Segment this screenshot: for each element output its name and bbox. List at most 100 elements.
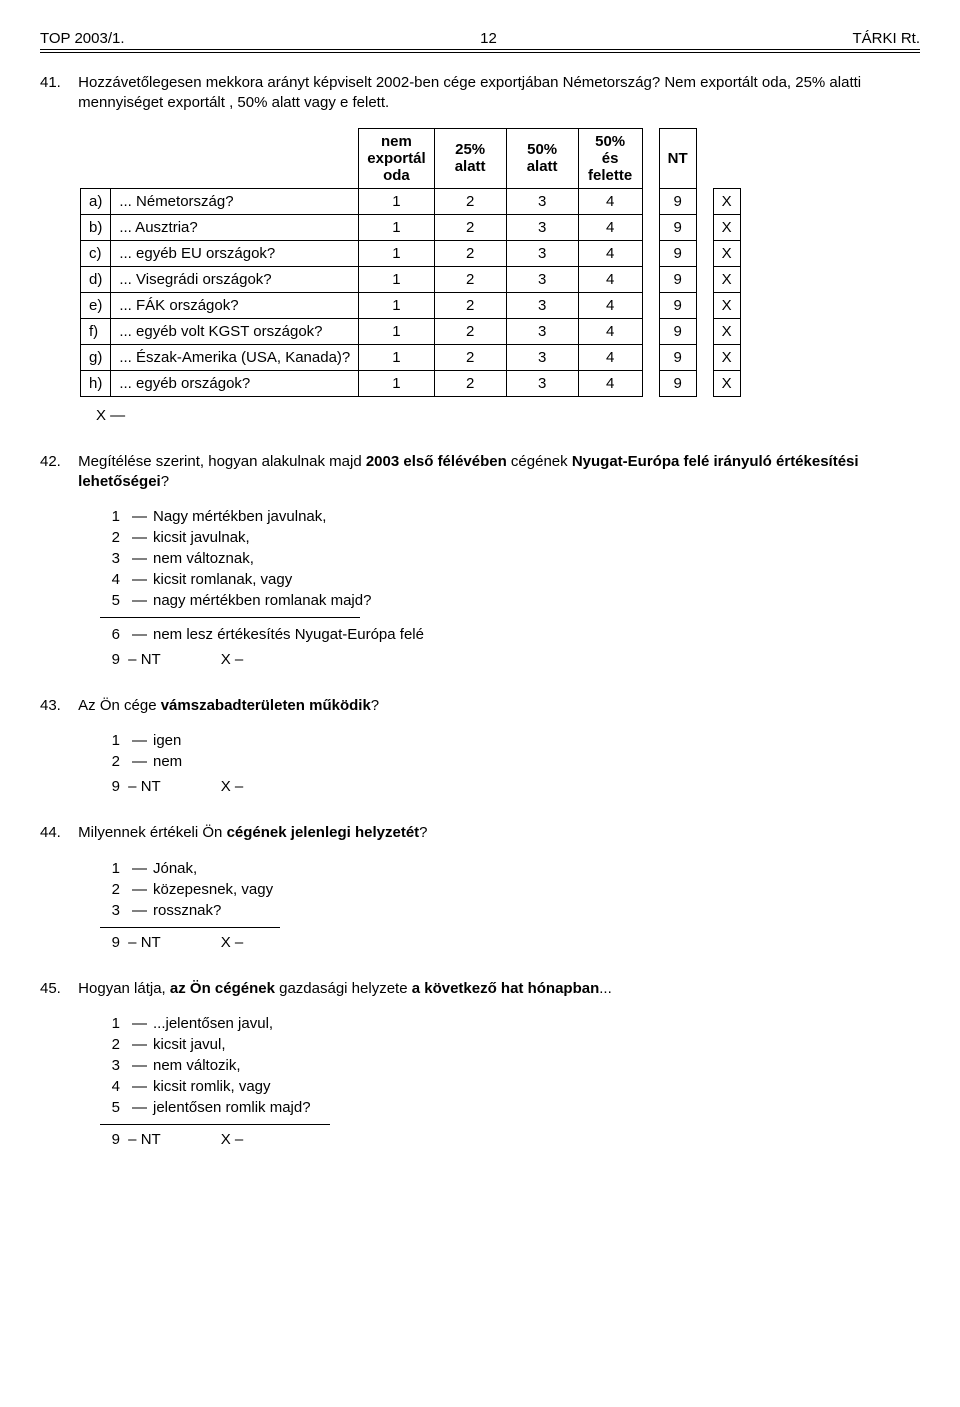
cell[interactable]: 4 xyxy=(578,370,642,396)
cell[interactable]: 3 xyxy=(506,318,578,344)
cell[interactable]: 1 xyxy=(359,214,434,240)
option-row[interactable]: 3—nem változik, xyxy=(100,1055,920,1076)
q45-text: Hogyan látja, az Ön cégének gazdasági he… xyxy=(78,979,918,999)
q44-text: Milyennek értékeli Ön cégének jelenlegi … xyxy=(78,823,918,843)
cell[interactable]: 4 xyxy=(578,266,642,292)
table-row: e)... FÁK országok?12349X xyxy=(81,292,741,318)
cell[interactable]: X xyxy=(713,292,740,318)
option-row[interactable]: 1—Nagy mértékben javulnak, xyxy=(100,506,920,527)
question-43: 43. Az Ön cége vámszabadterületen működi… xyxy=(40,696,920,795)
q45-options: 1—...jelentősen javul,2—kicsit javul,3—n… xyxy=(100,1013,920,1118)
cell[interactable]: 2 xyxy=(434,214,506,240)
option-row[interactable]: 2—kicsit javulnak, xyxy=(100,527,920,548)
row-label: ... Észak-Amerika (USA, Kanada)? xyxy=(111,344,359,370)
cell[interactable]: 1 xyxy=(359,370,434,396)
cell[interactable]: 3 xyxy=(506,188,578,214)
cell[interactable]: X xyxy=(713,266,740,292)
table-row: b)... Ausztria?12349X xyxy=(81,214,741,240)
row-key: d) xyxy=(81,266,111,292)
option-row[interactable]: 3—nem változnak, xyxy=(100,548,920,569)
cell[interactable]: 1 xyxy=(359,292,434,318)
cell[interactable]: 1 xyxy=(359,318,434,344)
cell[interactable]: 3 xyxy=(506,370,578,396)
cell[interactable]: 2 xyxy=(434,188,506,214)
cell[interactable]: 3 xyxy=(506,214,578,240)
divider xyxy=(100,927,280,928)
cell[interactable]: 2 xyxy=(434,344,506,370)
option-text: nem lesz értékesítés Nyugat-Európa felé xyxy=(153,626,424,643)
cell[interactable]: 2 xyxy=(434,240,506,266)
option-row[interactable]: 1—Jónak, xyxy=(100,858,920,879)
header-left: TOP 2003/1. xyxy=(40,30,125,47)
page-header: TOP 2003/1. 12 TÁRKI Rt. xyxy=(40,30,920,53)
row-key: f) xyxy=(81,318,111,344)
cell[interactable]: 9 xyxy=(659,266,696,292)
row-key: a) xyxy=(81,188,111,214)
question-45: 45. Hogyan látja, az Ön cégének gazdaság… xyxy=(40,979,920,1148)
cell[interactable]: 9 xyxy=(659,370,696,396)
cell[interactable]: 3 xyxy=(506,266,578,292)
cell[interactable]: 1 xyxy=(359,266,434,292)
cell[interactable]: 3 xyxy=(506,292,578,318)
option-text: nem xyxy=(153,753,182,770)
cell[interactable]: X xyxy=(713,344,740,370)
option-row[interactable]: 5—nagy mértékben romlanak majd? xyxy=(100,590,920,611)
q44-options: 1—Jónak,2—közepesnek, vagy3—rossznak? xyxy=(100,858,920,921)
table-row: a)... Németország?12349X xyxy=(81,188,741,214)
row-label: ... egyéb volt KGST országok? xyxy=(111,318,359,344)
option-text: ...jelentősen javul, xyxy=(153,1015,273,1032)
cell[interactable]: X xyxy=(713,214,740,240)
option-text: közepesnek, vagy xyxy=(153,881,273,898)
cell[interactable]: 9 xyxy=(659,188,696,214)
cell[interactable]: 4 xyxy=(578,188,642,214)
option-row[interactable]: 2—nem xyxy=(100,751,920,772)
q41-col-2: 50% alatt xyxy=(506,128,578,188)
option-number: 2 xyxy=(100,881,120,898)
cell[interactable]: X xyxy=(713,318,740,344)
option-number: 2 xyxy=(100,753,120,770)
question-42: 42. Megítélése szerint, hogyan alakulnak… xyxy=(40,452,920,669)
option-text: rossznak? xyxy=(153,902,221,919)
cell[interactable]: 4 xyxy=(578,318,642,344)
option-row[interactable]: 5—jelentősen romlik majd? xyxy=(100,1097,920,1118)
cell[interactable]: 4 xyxy=(578,292,642,318)
option-row[interactable]: 4—kicsit romlik, vagy xyxy=(100,1076,920,1097)
cell[interactable]: 2 xyxy=(434,292,506,318)
cell[interactable]: 9 xyxy=(659,292,696,318)
cell[interactable]: X xyxy=(713,370,740,396)
option-row[interactable]: 6—nem lesz értékesítés Nyugat-Európa fel… xyxy=(100,624,920,645)
cell[interactable]: 2 xyxy=(434,370,506,396)
cell[interactable]: 4 xyxy=(578,214,642,240)
table-row: g)... Észak-Amerika (USA, Kanada)?12349X xyxy=(81,344,741,370)
option-text: kicsit javul, xyxy=(153,1036,226,1053)
cell[interactable]: X xyxy=(713,240,740,266)
cell[interactable]: 2 xyxy=(434,318,506,344)
option-row[interactable]: 2—közepesnek, vagy xyxy=(100,879,920,900)
option-row[interactable]: 2—kicsit javul, xyxy=(100,1034,920,1055)
cell[interactable]: X xyxy=(713,188,740,214)
option-row[interactable]: 1—igen xyxy=(100,730,920,751)
cell[interactable]: 4 xyxy=(578,344,642,370)
cell[interactable]: 1 xyxy=(359,188,434,214)
option-number: 5 xyxy=(100,1099,120,1116)
cell[interactable]: 1 xyxy=(359,344,434,370)
option-row[interactable]: 4—kicsit romlanak, vagy xyxy=(100,569,920,590)
q41-table: nem exportál oda 25% alatt 50% alatt 50%… xyxy=(80,128,741,397)
option-text: Jónak, xyxy=(153,860,197,877)
row-label: ... Ausztria? xyxy=(111,214,359,240)
row-key: c) xyxy=(81,240,111,266)
cell[interactable]: 9 xyxy=(659,240,696,266)
cell[interactable]: 9 xyxy=(659,214,696,240)
cell[interactable]: 9 xyxy=(659,344,696,370)
option-row[interactable]: 1—...jelentősen javul, xyxy=(100,1013,920,1034)
option-number: 6 xyxy=(100,626,120,643)
divider xyxy=(100,1124,330,1125)
cell[interactable]: 9 xyxy=(659,318,696,344)
q44-number: 44. xyxy=(40,823,74,843)
cell[interactable]: 2 xyxy=(434,266,506,292)
cell[interactable]: 4 xyxy=(578,240,642,266)
option-row[interactable]: 3—rossznak? xyxy=(100,900,920,921)
cell[interactable]: 1 xyxy=(359,240,434,266)
cell[interactable]: 3 xyxy=(506,344,578,370)
cell[interactable]: 3 xyxy=(506,240,578,266)
